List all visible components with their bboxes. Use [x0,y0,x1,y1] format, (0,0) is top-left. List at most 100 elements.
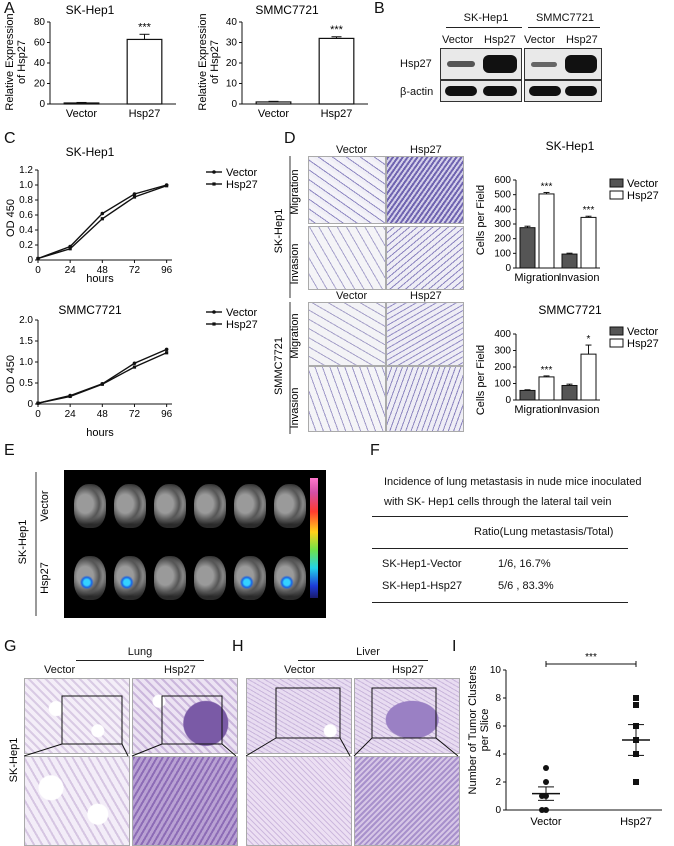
histology-lung-hsp27-low [132,678,238,754]
chart-i-ylabel-1: Number of Tumor Clusters [467,665,479,794]
significance-label: *** [541,181,553,192]
y-tick-label: 1.0 [19,357,33,368]
y-tick-label: 60 [34,38,46,49]
y-tick-label: 10 [226,79,238,90]
blot-title-smmc7721: SMMC7721 [535,12,595,24]
h-col-hsp27: Hsp27 [392,664,424,676]
chart-i-tumor-clusters: Number of Tumor Clusters per Slice 0 2 4 6 8… [467,652,662,828]
blot-actin-skhep1 [440,80,522,102]
band [447,61,475,67]
series-line-vector [37,184,167,260]
bar [63,102,100,105]
chart-c2-title: SMMC7721 [58,303,122,317]
y-tick-label: 0.8 [19,195,33,206]
blot-hsp27-skhep1 [440,48,522,80]
bar [126,38,163,105]
data-point [543,779,549,785]
x-tick-label: 24 [65,265,77,276]
legend-label: Vector [226,167,258,179]
e-row-hsp27: Hsp27 [39,562,51,594]
f-caption-line2: with SK- Hep1 cells through the lateral … [384,496,612,508]
chart-a-smmc7721: SMMC7721 Relative Expression of Hsp27 0 1… [197,3,368,120]
data-point [100,211,105,216]
data-point [100,382,104,386]
d-col-vector-2: Vector [336,290,368,302]
h-title-liver: Liver [356,646,380,658]
legend-label: Hsp27 [226,319,258,331]
legend-swatch [609,190,624,200]
significance-label: *** [138,21,152,33]
panel-a-charts: SK-Hep1 Relative Expression of Hsp27 0 20… [4,3,368,120]
blot-actin-smmc7721 [524,80,602,102]
lung-image [194,484,226,528]
y-tick-label: 6 [495,721,501,732]
chart-d1-title: SK-Hep1 [546,140,595,153]
h-col-vector: Vector [284,664,316,676]
significance-label: *** [330,24,344,36]
lung-grid [64,470,326,618]
chart-d2-ylabel: Cells per Field [475,345,487,415]
chart-c1-xlabel: hours [86,273,114,285]
x-tick-label: Migration [514,272,559,284]
series-line-hsp27 [37,352,167,404]
legend-marker [212,322,216,326]
micrograph-smmc-migration-hsp27 [386,302,464,366]
x-tick-label: Hsp27 [620,816,652,828]
bar-hsp27 [580,216,597,269]
legend-label: Vector [627,178,659,190]
f-caption-line1: Incidence of lung metastasis in nude mic… [384,476,642,488]
y-tick-label: 200 [494,362,511,373]
x-tick-label: 96 [161,265,173,276]
x-tick-label: 24 [65,409,77,420]
y-tick-label: 200 [494,234,511,245]
micrograph-skhep1-migration-hsp27 [386,156,464,224]
chart-d2-title: SMMC7721 [538,303,602,317]
blot-divider-1 [446,27,522,28]
panel-label-g: G [4,638,17,655]
y-tick-label: 1.2 [19,165,33,176]
x-tick-label: 48 [97,265,109,276]
bar-vector [519,227,536,269]
x-tick-label: 48 [97,409,109,420]
f-rule-top [372,516,628,517]
g-row-label: SK-Hep1 [8,738,20,783]
lung-image [154,556,186,600]
y-tick-label: 0 [505,263,511,274]
band [565,55,597,73]
histology-liver-vector-low [246,678,352,754]
blot-lane-hsp27-2: Hsp27 [566,34,598,46]
bar-vector [561,384,578,401]
data-point [539,807,545,813]
data-point [165,351,169,355]
y-tick-label: 0 [27,399,33,410]
significance-label: * [587,334,591,345]
y-tick-label: 0.5 [19,378,33,389]
blot-lane-hsp27-1: Hsp27 [484,34,516,46]
y-tick-label: 2 [495,777,501,788]
legend-label: Vector [627,326,659,338]
g-zoom-lines [24,695,236,757]
d-row-invasion-2: Invasion [289,388,301,429]
histology-liver-hsp27-high [354,756,460,846]
blot-lane-vector-1: Vector [442,34,474,46]
significance-label: *** [585,652,597,663]
f-row1-ratio: 1/6, 16.7% [498,558,551,570]
micrograph-skhep1-migration-vector [308,156,386,224]
y-tick-label: 0 [27,255,33,266]
chart-a2-ylabel-2: of Hsp27 [209,40,221,84]
f-col-header: Ratio(Lung metastasis/Total) [474,526,614,538]
chart-c-skhep1: SK-Hep1 OD 450 hours 0 0.2 0.4 0.6 0.8 1.0 1.2… [5,145,258,285]
d-col-hsp27-1: Hsp27 [410,144,442,156]
histology-lung-vector-high [24,756,130,846]
f-rule-bottom [372,602,628,603]
d-row-migration-2: Migration [289,313,301,358]
legend-swatch [609,338,624,348]
x-tick-label: Migration [514,404,559,416]
h-title-rule [298,660,428,661]
f-row2-ratio: 5/6 , 83.3% [498,580,554,592]
d-row-labels: SK-Hep1 SMMC7721 Migration Invasion Migr… [273,156,301,434]
legend-swatch [609,326,624,336]
lung-image [234,556,266,600]
band [445,86,477,96]
legend-label: Vector [226,307,258,319]
